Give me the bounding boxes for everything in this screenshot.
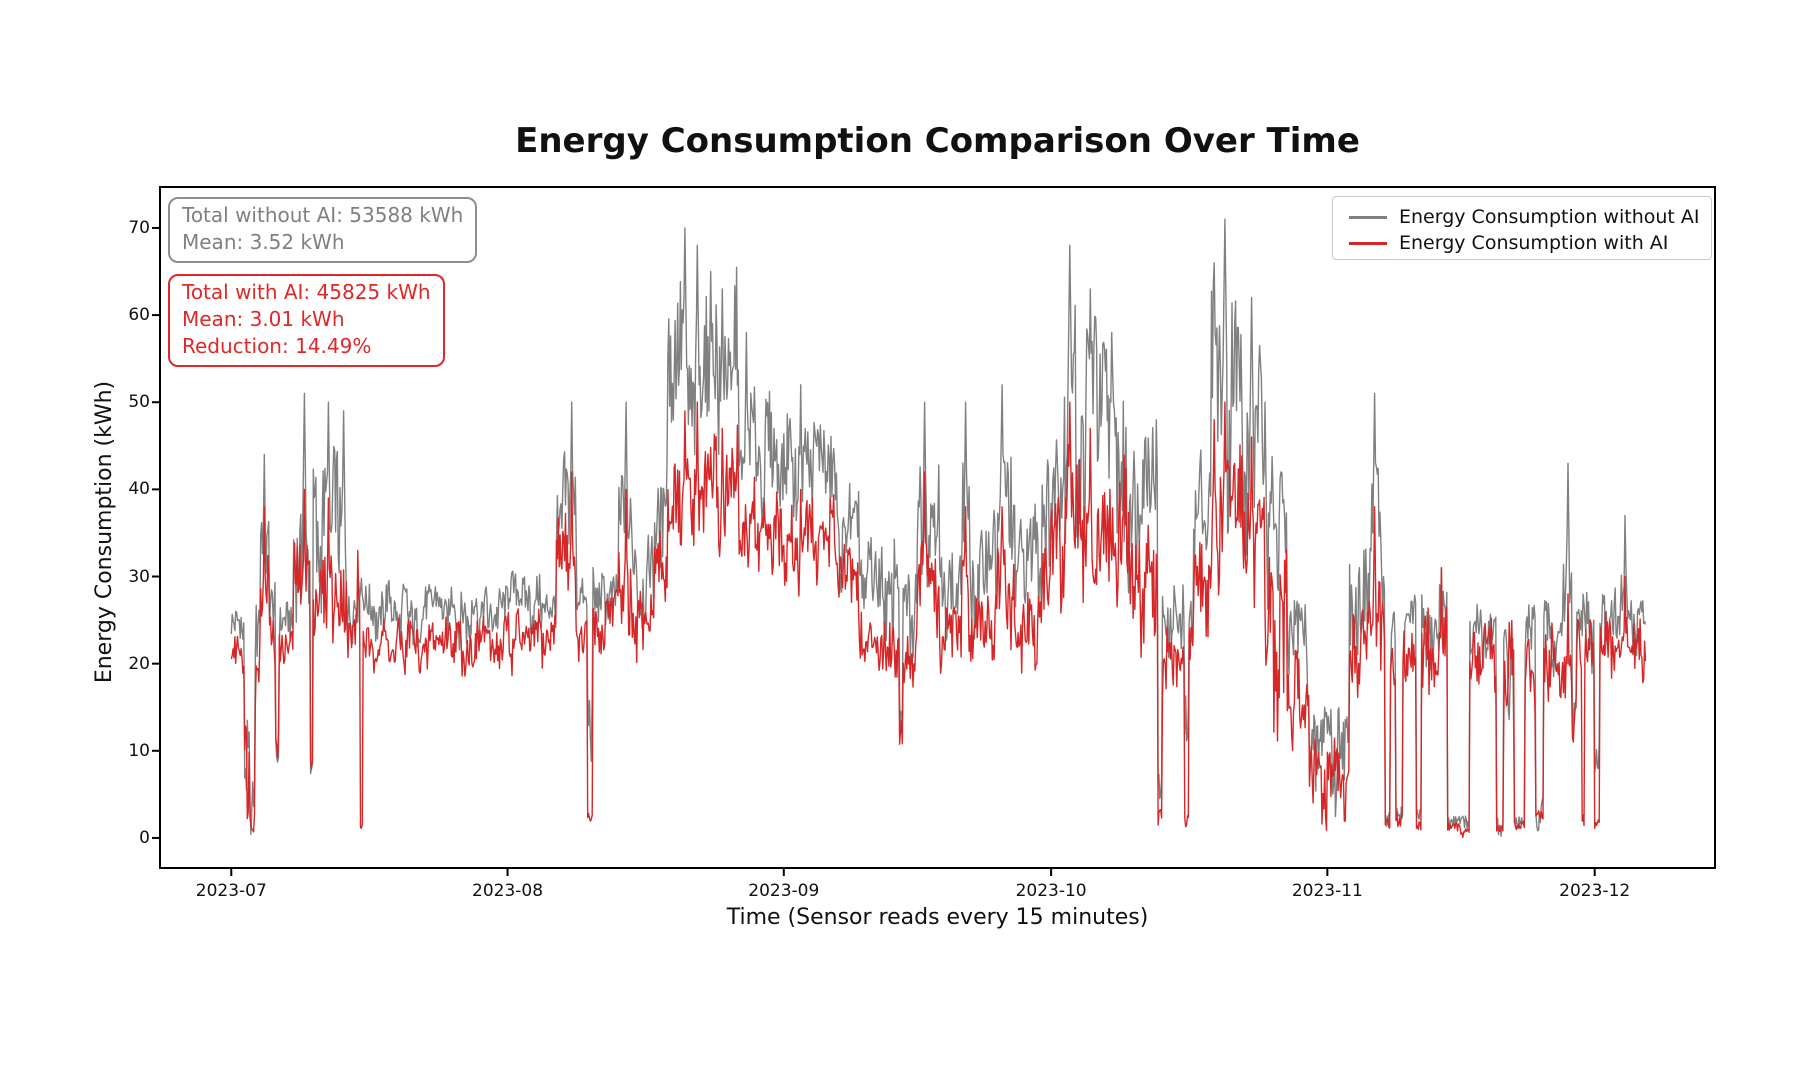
x-tick-label: 2023-10 <box>1015 881 1087 901</box>
legend-label-with-ai: Energy Consumption with AI <box>1399 232 1669 254</box>
annotation-box-without-ai: Total without AI: 53588 kWh Mean: 3.52 k… <box>168 197 478 263</box>
chart-title: Energy Consumption Comparison Over Time <box>515 121 1360 161</box>
series-lines <box>230 218 1647 839</box>
x-tick-label: 2023-12 <box>1559 881 1631 901</box>
x-tick-label: 2023-08 <box>472 881 544 901</box>
y-tick-label: 30 <box>128 566 150 587</box>
y-tick-label: 60 <box>128 305 150 326</box>
annotation-reduction: Reduction: 14.49% <box>182 334 372 358</box>
annotation-total-without-ai: Total without AI: 53588 kWh <box>182 203 464 227</box>
legend: Energy Consumption without AI Energy Con… <box>1332 196 1712 260</box>
legend-row-without-ai: Energy Consumption without AI <box>1349 204 1711 230</box>
y-tick-label: 70 <box>128 217 150 238</box>
x-tick-label: 2023-07 <box>195 881 267 901</box>
plot-area-border <box>159 186 1716 869</box>
annotation-mean-without-ai: Mean: 3.52 kWh <box>182 230 345 254</box>
y-tick-label: 10 <box>128 740 150 761</box>
x-axis-label: Time (Sensor reads every 15 minutes) <box>726 905 1149 930</box>
y-tick-label: 20 <box>128 653 150 674</box>
legend-line-sample-gray <box>1349 215 1387 219</box>
x-tick-label: 2023-09 <box>748 881 820 901</box>
axis-tick-marks <box>152 226 1596 876</box>
annotation-box-with-ai: Total with AI: 45825 kWh Mean: 3.01 kWh … <box>168 274 445 367</box>
legend-label-without-ai: Energy Consumption without AI <box>1399 206 1700 228</box>
y-tick-label: 0 <box>139 827 150 848</box>
legend-line-sample-red <box>1349 241 1387 245</box>
y-tick-label: 50 <box>128 392 150 413</box>
series-line-without-ai <box>230 218 1647 837</box>
annotation-total-with-ai: Total with AI: 45825 kWh <box>182 280 431 304</box>
legend-row-with-ai: Energy Consumption with AI <box>1349 230 1711 256</box>
annotation-mean-with-ai: Mean: 3.01 kWh <box>182 307 345 331</box>
y-tick-label: 40 <box>128 479 150 500</box>
series-line-with-ai <box>230 401 1647 839</box>
y-axis-label: Energy Consumption (kWh) <box>92 380 117 684</box>
x-tick-label: 2023-11 <box>1291 881 1363 901</box>
